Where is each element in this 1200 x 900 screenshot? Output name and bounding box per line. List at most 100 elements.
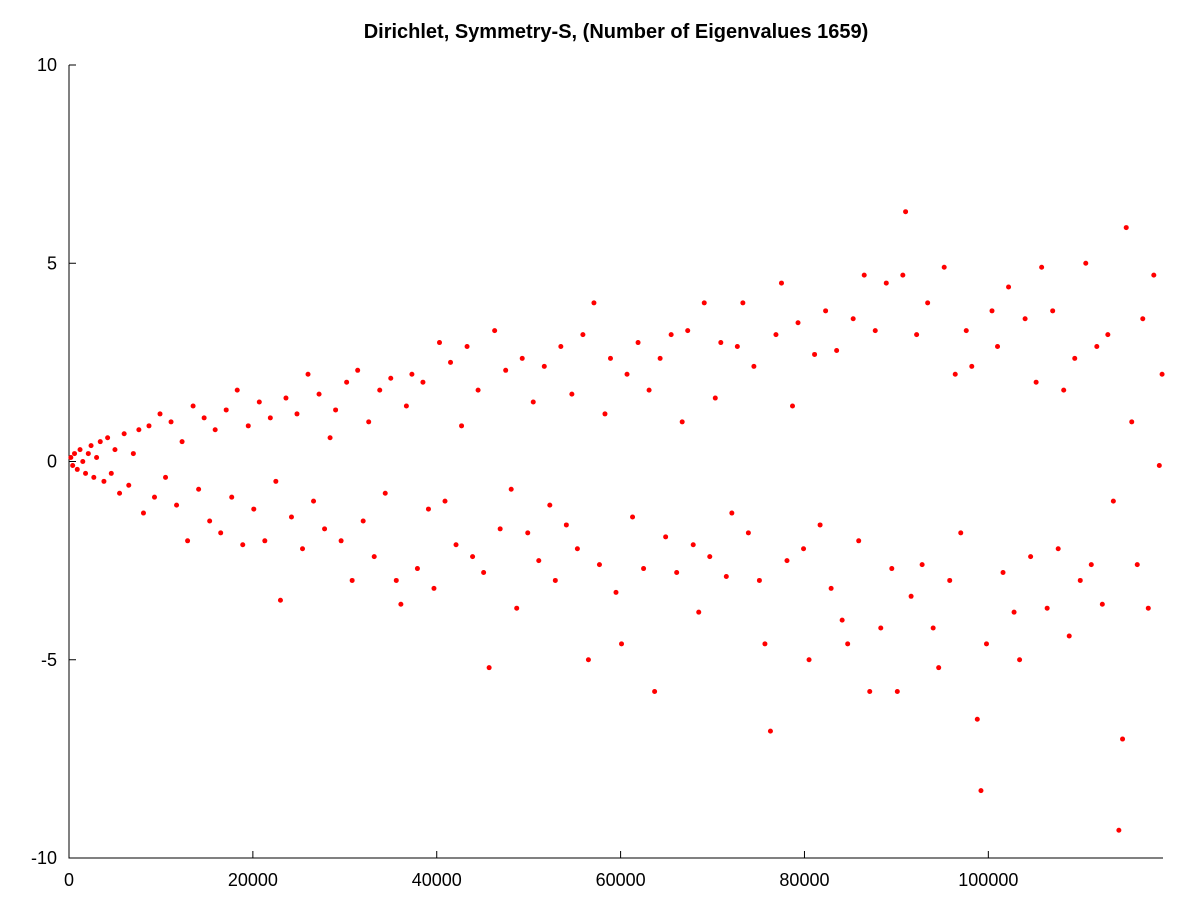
- data-point: [784, 558, 790, 564]
- data-point: [1022, 316, 1028, 322]
- data-point: [240, 542, 246, 548]
- data-point: [277, 597, 283, 603]
- data-point: [112, 447, 118, 453]
- data-point: [536, 558, 542, 564]
- data-point: [613, 589, 619, 595]
- data-point: [311, 498, 317, 504]
- data-point: [1039, 264, 1045, 270]
- data-point: [1072, 355, 1078, 361]
- data-point: [635, 340, 641, 346]
- data-point: [1083, 260, 1089, 266]
- data-point: [475, 387, 481, 393]
- data-point: [151, 494, 157, 500]
- data-point: [514, 605, 520, 611]
- data-point: [1006, 284, 1012, 290]
- data-point: [839, 617, 845, 623]
- data-point: [105, 435, 111, 441]
- data-point: [414, 566, 420, 572]
- data-point: [481, 570, 487, 576]
- data-point: [163, 474, 169, 480]
- data-point: [936, 665, 942, 671]
- data-point: [834, 347, 840, 353]
- data-point: [470, 554, 476, 560]
- data-point: [355, 367, 361, 373]
- data-point: [1088, 562, 1094, 568]
- data-point: [952, 371, 958, 377]
- data-point: [619, 641, 625, 647]
- data-point: [914, 332, 920, 338]
- data-point: [464, 344, 470, 350]
- data-point: [525, 530, 531, 536]
- y-tick-label: -5: [41, 650, 57, 670]
- data-point: [88, 443, 94, 449]
- data-point: [718, 340, 724, 346]
- data-point: [908, 593, 914, 599]
- data-point: [756, 577, 762, 583]
- data-point: [995, 344, 1001, 350]
- data-point: [388, 375, 394, 381]
- data-point: [140, 510, 146, 516]
- data-point: [1011, 609, 1017, 615]
- data-point: [903, 209, 909, 215]
- data-point: [179, 439, 185, 445]
- y-tick-label: -10: [31, 848, 57, 868]
- data-point: [963, 328, 969, 334]
- data-point: [436, 340, 442, 346]
- data-point: [349, 577, 355, 583]
- data-point: [773, 332, 779, 338]
- data-point: [409, 371, 415, 377]
- data-point: [459, 423, 465, 429]
- data-point: [256, 399, 262, 405]
- data-point: [1028, 554, 1034, 560]
- data-point: [652, 688, 658, 694]
- data-point: [333, 407, 339, 413]
- data-point: [1044, 605, 1050, 611]
- data-point: [136, 427, 142, 433]
- data-point: [1159, 371, 1165, 377]
- data-point: [68, 455, 74, 461]
- data-point: [74, 466, 80, 472]
- data-point: [1050, 308, 1056, 314]
- data-point: [878, 625, 884, 631]
- data-point: [108, 470, 114, 476]
- data-point: [958, 530, 964, 536]
- data-point: [121, 431, 127, 437]
- data-point: [978, 788, 984, 794]
- data-point: [273, 478, 279, 484]
- data-point: [872, 328, 878, 334]
- data-point: [366, 419, 372, 425]
- data-point: [190, 403, 196, 409]
- data-point: [861, 272, 867, 278]
- data-point: [751, 363, 757, 369]
- data-point: [207, 518, 213, 524]
- data-point: [398, 601, 404, 607]
- data-point: [569, 391, 575, 397]
- data-point: [344, 379, 350, 385]
- data-point: [1017, 657, 1023, 663]
- x-tick-label: 20000: [228, 870, 278, 890]
- data-point: [541, 363, 547, 369]
- data-point: [602, 411, 608, 417]
- y-tick-label: 0: [47, 452, 57, 472]
- data-point: [425, 506, 431, 512]
- data-point: [403, 403, 409, 409]
- data-point: [630, 514, 636, 520]
- data-point: [591, 300, 597, 306]
- data-point: [767, 728, 773, 734]
- data-point: [83, 470, 89, 476]
- data-point: [547, 502, 553, 508]
- data-point: [126, 482, 132, 488]
- data-point: [740, 300, 746, 306]
- data-point: [168, 419, 174, 425]
- data-point: [563, 522, 569, 528]
- data-point: [420, 379, 426, 385]
- data-point: [817, 522, 823, 528]
- data-point: [585, 657, 591, 663]
- data-point: [701, 300, 707, 306]
- data-point: [778, 280, 784, 286]
- data-point: [1099, 601, 1105, 607]
- data-point: [453, 542, 459, 548]
- data-point: [448, 359, 454, 365]
- data-point: [1077, 577, 1083, 583]
- data-point: [969, 363, 975, 369]
